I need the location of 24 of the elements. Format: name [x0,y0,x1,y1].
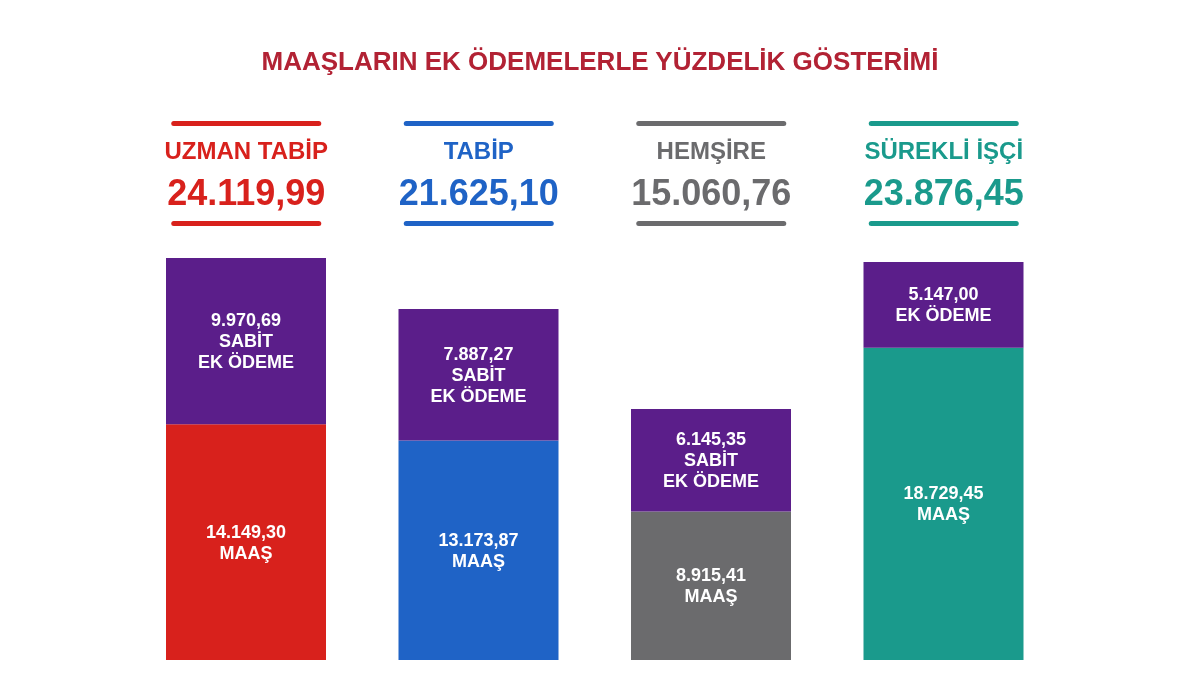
bar [166,258,326,425]
data-label: 14.149,30 MAAŞ [205,521,287,563]
text: 23.876,45 [863,172,1024,213]
data-label: 5.147,00 EK ÖDEME [895,284,992,326]
chart-title: MAAŞLARIN EK ÖDEMELERLE YÜZDELİK GÖSTERİMİ [260,46,940,77]
x-tick-label: UZMAN TABİP [164,137,329,164]
text: 24.119,99 [167,172,326,213]
x-tick-label: SÜREKLİ İŞÇİ [864,137,1024,164]
bar [863,262,1024,348]
text: 21.625,10 [398,172,559,213]
data-label: 8.915,41 MAAŞ [675,565,747,607]
data-label: 18.729,45 MAAŞ [903,483,984,525]
x-tick-label: HEMŞİRE [656,137,766,164]
bar [398,440,559,660]
data-label: 6.145,35 SABİT EK ÖDEME [662,429,760,492]
text: 15.060,76 [631,172,792,213]
data-label: 13.173,87 MAAŞ [438,529,519,571]
bar [398,308,559,441]
bar [631,511,791,660]
bar [863,347,1024,660]
bar [166,424,326,660]
data-label: 9.970,69 SABİT EK ÖDEME [197,310,295,373]
data-label: 7.887,27 SABİT EK ÖDEME [430,343,527,406]
x-tick-label: TABİP [443,137,514,164]
